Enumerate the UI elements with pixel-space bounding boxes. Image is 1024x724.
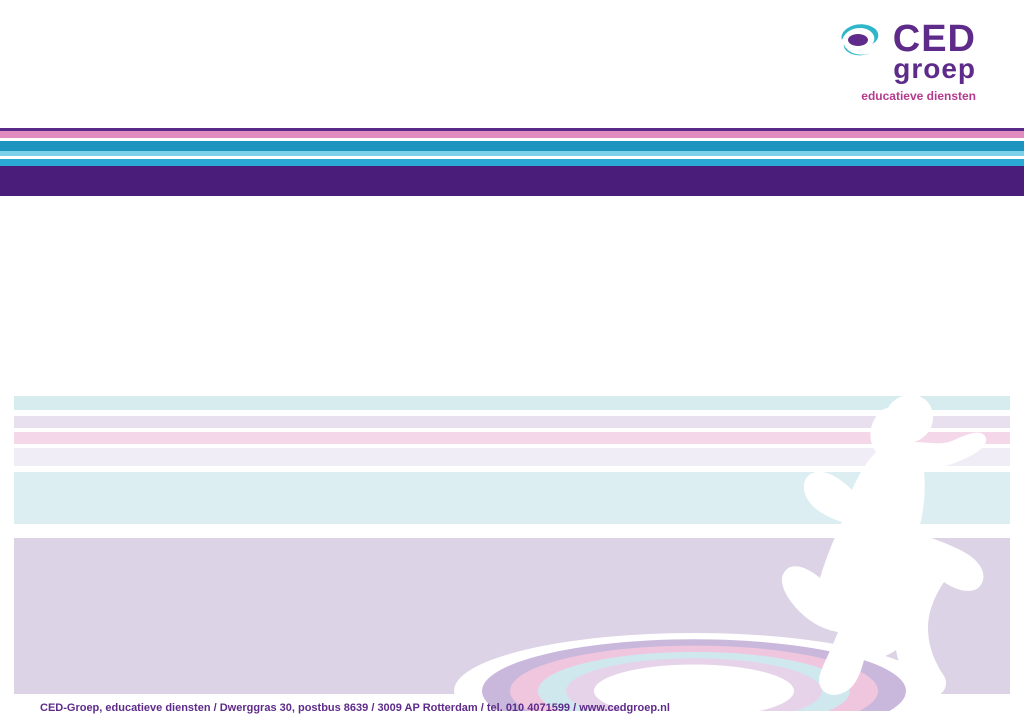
logo-text: CED groep — [893, 22, 976, 81]
bottom-panel — [14, 538, 1010, 694]
logo-line1: CED — [893, 22, 976, 56]
decorative-stripes — [14, 396, 1010, 524]
footer-address: CED-Groep, educatieve diensten / Dwerggr… — [40, 702, 670, 714]
logo-mark-icon — [836, 22, 882, 65]
logo-line2: groep — [893, 56, 976, 81]
header-stripe-band — [0, 128, 1024, 196]
brand-tagline: educatieve diensten — [836, 89, 976, 103]
brand-logo: CED groep educatieve diensten — [836, 22, 976, 103]
